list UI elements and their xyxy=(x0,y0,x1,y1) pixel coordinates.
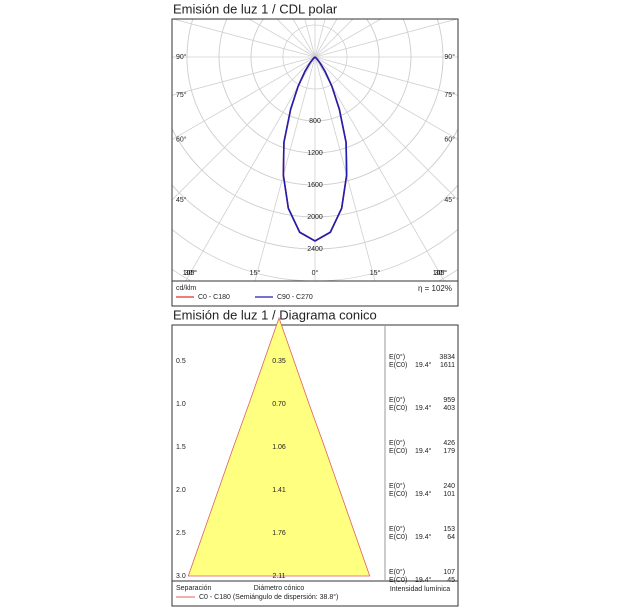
half-angle: 19.4° xyxy=(415,361,432,369)
e-label: Intensidad lumínica xyxy=(390,586,450,593)
angle-label: 0° xyxy=(312,269,319,277)
polar-title: Emisión de luz 1 / CDL polar xyxy=(173,1,338,16)
e-name: E(C0) xyxy=(389,405,407,412)
radial-line-layout xyxy=(248,19,316,58)
r-tick-label: 1200 xyxy=(307,150,323,157)
e-value: 403 xyxy=(443,405,455,412)
radial-line-layout xyxy=(314,56,445,281)
radial-line-layout xyxy=(314,19,458,58)
diameter-label: 2.11 xyxy=(272,573,285,580)
r-tick-label: 800 xyxy=(309,118,321,125)
grid-circle xyxy=(186,19,444,186)
radial-line-layout xyxy=(314,19,338,58)
cone-frame xyxy=(171,324,459,607)
height-label: 2.0 xyxy=(176,487,186,494)
height-label: 1.5 xyxy=(176,444,186,451)
cone xyxy=(187,316,371,577)
e-name: E(0°) xyxy=(389,568,405,576)
height-label: 0.5 xyxy=(176,358,186,365)
grid-circle xyxy=(250,19,380,122)
e-name: E(0°) xyxy=(389,439,405,447)
e-name: E(C0) xyxy=(389,362,407,369)
angle-label: 60° xyxy=(444,135,455,143)
diameter-label: 0.35 xyxy=(272,358,286,365)
diameter-label: 1.41 xyxy=(272,487,286,494)
legend-label: C90 - C270 xyxy=(277,294,313,301)
e-value: 240 xyxy=(443,483,455,490)
angle-label: 90° xyxy=(444,53,455,61)
radial-line-layout xyxy=(254,56,316,281)
half-angle: 19.4° xyxy=(415,576,432,584)
e-name: E(0°) xyxy=(389,353,405,361)
angle-label: 90° xyxy=(176,53,187,61)
e-value: 107 xyxy=(443,569,455,576)
e-value: 1611 xyxy=(440,362,455,369)
diameter-label: 1.06 xyxy=(272,444,286,451)
e-value: 153 xyxy=(443,526,455,533)
angle-label: 45° xyxy=(444,196,455,204)
angle-label: 105° xyxy=(183,269,198,277)
angle-label: 45° xyxy=(176,196,187,204)
grid-circle xyxy=(218,19,412,154)
radial-line-layout xyxy=(314,56,458,141)
radial-line-layout xyxy=(185,56,316,281)
angle-label: 105° xyxy=(433,269,448,277)
angle-label: 30° xyxy=(185,269,196,277)
height-label: 2.5 xyxy=(176,530,186,537)
angle-label: 75° xyxy=(444,91,455,99)
half-angle: 19.4° xyxy=(415,447,432,455)
radial-line-layout xyxy=(314,19,354,58)
unit-label: cd/klm xyxy=(176,285,196,292)
e-name: E(0°) xyxy=(389,396,405,404)
height-label: 1.0 xyxy=(176,401,186,408)
radial-line-layout xyxy=(172,56,316,141)
cone-legend: C0 - C180 (Semiángulo de dispersión: 38.… xyxy=(199,593,338,601)
angle-label: 75° xyxy=(176,91,187,99)
half-angle: 19.4° xyxy=(415,404,432,412)
angle-label: 15° xyxy=(250,269,261,277)
e-name: E(0°) xyxy=(389,525,405,533)
cone-title: Emisión de luz 1 / Diagrama conico xyxy=(173,307,377,322)
legend-label: C0 - C180 xyxy=(198,294,230,301)
radial-line-layout xyxy=(172,56,316,201)
angle-label: 60° xyxy=(176,135,187,143)
r-tick-label: 2000 xyxy=(307,214,323,221)
e-value: 64 xyxy=(447,534,455,541)
e-value: 3834 xyxy=(439,354,455,361)
angle-label: 15° xyxy=(370,269,381,277)
angle-label: 30° xyxy=(435,269,446,277)
intensity-curve xyxy=(282,56,348,242)
radial-line-layout xyxy=(172,56,316,96)
efficiency: η = 102% xyxy=(418,284,452,293)
diameter-label: 0.70 xyxy=(272,401,286,408)
r-tick-label: 1600 xyxy=(307,182,323,189)
y-label: Separación xyxy=(176,585,212,592)
grid-circle xyxy=(172,127,458,218)
e-value: 45 xyxy=(447,577,455,584)
radial-line-layout xyxy=(314,56,458,201)
e-name: E(C0) xyxy=(389,577,407,584)
radial-line-layout xyxy=(314,56,376,281)
half-angle: 19.4° xyxy=(415,533,432,541)
height-label: 3.0 xyxy=(176,573,186,580)
half-angle: 19.4° xyxy=(415,490,432,498)
x-label: Diámetro cónico xyxy=(254,585,305,592)
radial-line-layout xyxy=(314,56,458,96)
radial-line-layout xyxy=(172,19,316,58)
polar-frame xyxy=(171,18,459,307)
e-name: E(C0) xyxy=(389,448,407,455)
e-value: 179 xyxy=(443,448,455,455)
radial-line-layout xyxy=(314,19,382,58)
e-value: 101 xyxy=(443,491,455,498)
e-name: E(C0) xyxy=(389,491,407,498)
diameter-label: 1.76 xyxy=(272,530,286,537)
grid-circle xyxy=(172,184,458,250)
e-name: E(C0) xyxy=(389,534,407,541)
e-value: 426 xyxy=(443,440,455,447)
e-value: 959 xyxy=(443,397,455,404)
r-tick-label: 2400 xyxy=(307,246,323,253)
e-name: E(0°) xyxy=(389,482,405,490)
